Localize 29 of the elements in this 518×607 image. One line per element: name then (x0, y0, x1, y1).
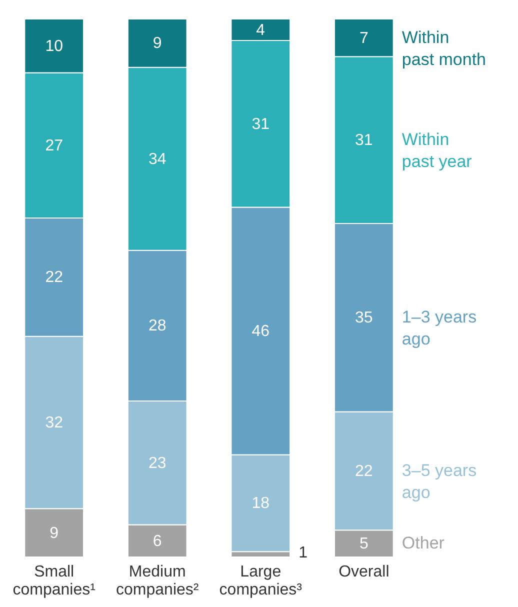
x-tick-label: Overall (338, 564, 390, 580)
data-label: 18 (252, 495, 270, 512)
series-label: 1–3 years ago (402, 308, 477, 349)
x-tick-label: Medium companies² (116, 564, 200, 598)
data-label: 31 (355, 132, 373, 150)
data-label: 10 (45, 38, 64, 55)
data-label: 34 (148, 150, 166, 168)
data-label: 22 (45, 269, 64, 286)
data-label: 6 (152, 532, 162, 550)
data-label: 28 (148, 318, 166, 335)
data-label: 4 (256, 22, 266, 39)
series-label: Within past month (402, 28, 486, 69)
data-label: 35 (355, 310, 373, 327)
x-tick-label: Large companies³ (219, 564, 303, 598)
x-tick-label: Small companies¹ (12, 564, 96, 598)
data-label: 31 (252, 116, 270, 133)
data-label: 23 (148, 454, 166, 472)
data-label: 32 (45, 414, 64, 432)
series-label: Within past year (402, 130, 472, 172)
series-label: Other (402, 534, 445, 553)
data-label: 22 (355, 462, 373, 480)
data-label: 7 (359, 30, 368, 47)
series-label: 3–5 years ago (402, 460, 477, 502)
data-label: 27 (45, 137, 64, 154)
data-label: 5 (359, 536, 368, 553)
data-label: 1 (298, 544, 308, 562)
data-label: 9 (50, 524, 59, 542)
data-label: 9 (152, 35, 162, 52)
data-label: 46 (252, 323, 270, 340)
